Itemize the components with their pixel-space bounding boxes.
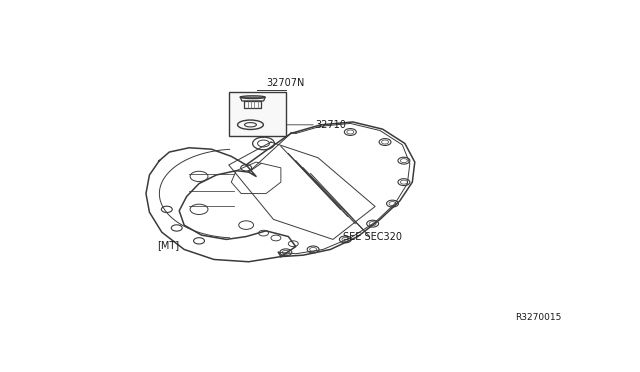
Bar (229, 92, 286, 136)
Text: 32707N: 32707N (267, 78, 305, 88)
Text: [MT]: [MT] (157, 240, 179, 250)
Text: SEE SEC320: SEE SEC320 (343, 231, 402, 241)
Text: R3270015: R3270015 (515, 314, 561, 323)
Text: 32710: 32710 (316, 120, 346, 130)
